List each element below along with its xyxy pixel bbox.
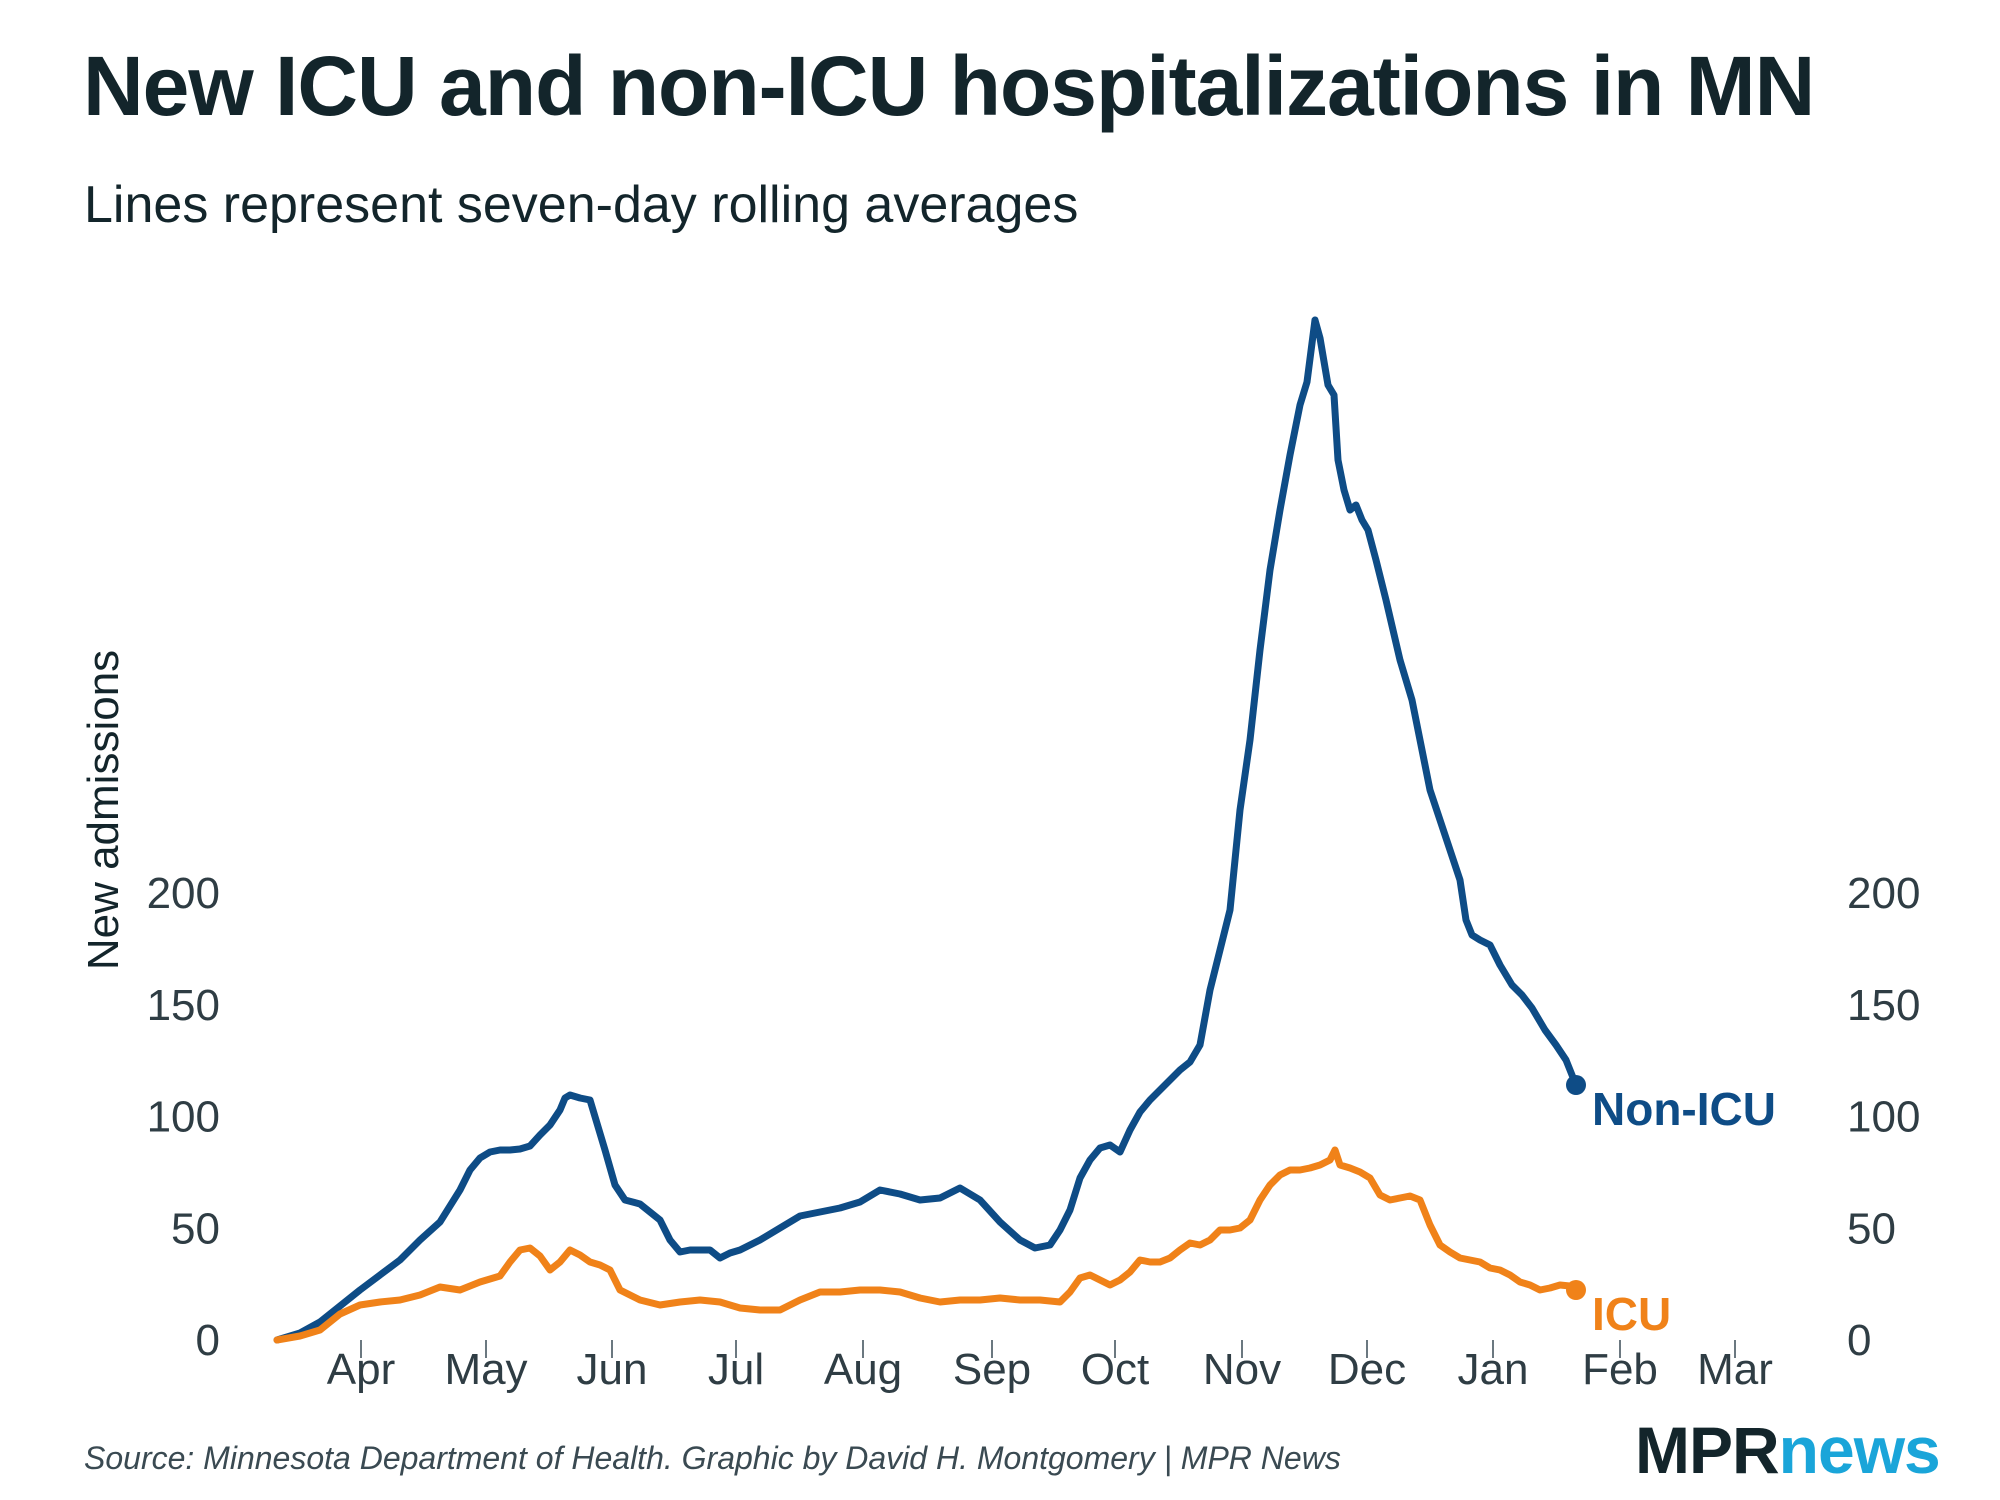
chart-subtitle: Lines represent seven-day rolling averag… — [84, 176, 1079, 234]
x-tick-jul: Jul — [708, 1345, 764, 1394]
series-line-non-icu — [273, 316, 1580, 1344]
y-tick-right-100: 100 — [1847, 1093, 1920, 1142]
source-note: Source: Minnesota Department of Health. … — [84, 1440, 1341, 1476]
x-tick-mar: Mar — [1697, 1345, 1773, 1394]
y-tick-left-50: 50 — [171, 1204, 220, 1253]
x-tick-dec: Dec — [1328, 1345, 1406, 1394]
series-group: Non-ICU ICU — [273, 316, 1776, 1344]
chart-title: New ICU and non-ICU hospitalizations in … — [83, 39, 1815, 133]
x-tick-nov: Nov — [1203, 1345, 1281, 1394]
x-tick-jun: Jun — [577, 1345, 648, 1394]
logo-news: news — [1778, 1413, 1941, 1487]
y-tick-right-0: 0 — [1847, 1316, 1871, 1365]
y-axis-left: 0 50 100 150 200 — [147, 869, 220, 1365]
x-tick-sep: Sep — [953, 1345, 1031, 1394]
y-tick-right-150: 150 — [1847, 981, 1920, 1030]
x-tick-apr: Apr — [327, 1345, 395, 1394]
series-endpoint-icu — [1566, 1280, 1586, 1300]
y-tick-right-50: 50 — [1847, 1204, 1896, 1253]
y-tick-left-200: 200 — [147, 869, 220, 918]
x-tick-feb: Feb — [1582, 1345, 1658, 1394]
y-axis-label: New admissions — [79, 650, 128, 970]
series-endpoint-non-icu — [1566, 1075, 1586, 1095]
series-line-icu — [273, 1146, 1580, 1344]
logo-mpr: MPR — [1635, 1413, 1780, 1487]
y-axis-right: 0 50 100 150 200 — [1847, 869, 1920, 1365]
y-tick-left-0: 0 — [196, 1316, 220, 1365]
series-label-icu: ICU — [1592, 1288, 1671, 1340]
x-axis: Apr May Jun Jul Aug Sep Oct Nov Dec Jan Feb Mar — [327, 1340, 1773, 1394]
x-tick-jan: Jan — [1458, 1345, 1529, 1394]
x-tick-may: May — [444, 1345, 527, 1394]
mpr-news-logo: MPRnews — [1635, 1412, 1941, 1488]
series-label-non-icu: Non-ICU — [1592, 1083, 1776, 1135]
y-tick-left-100: 100 — [147, 1093, 220, 1142]
x-tick-oct: Oct — [1081, 1345, 1149, 1394]
y-tick-right-200: 200 — [1847, 869, 1920, 918]
y-tick-left-150: 150 — [147, 981, 220, 1030]
x-tick-aug: Aug — [824, 1345, 902, 1394]
